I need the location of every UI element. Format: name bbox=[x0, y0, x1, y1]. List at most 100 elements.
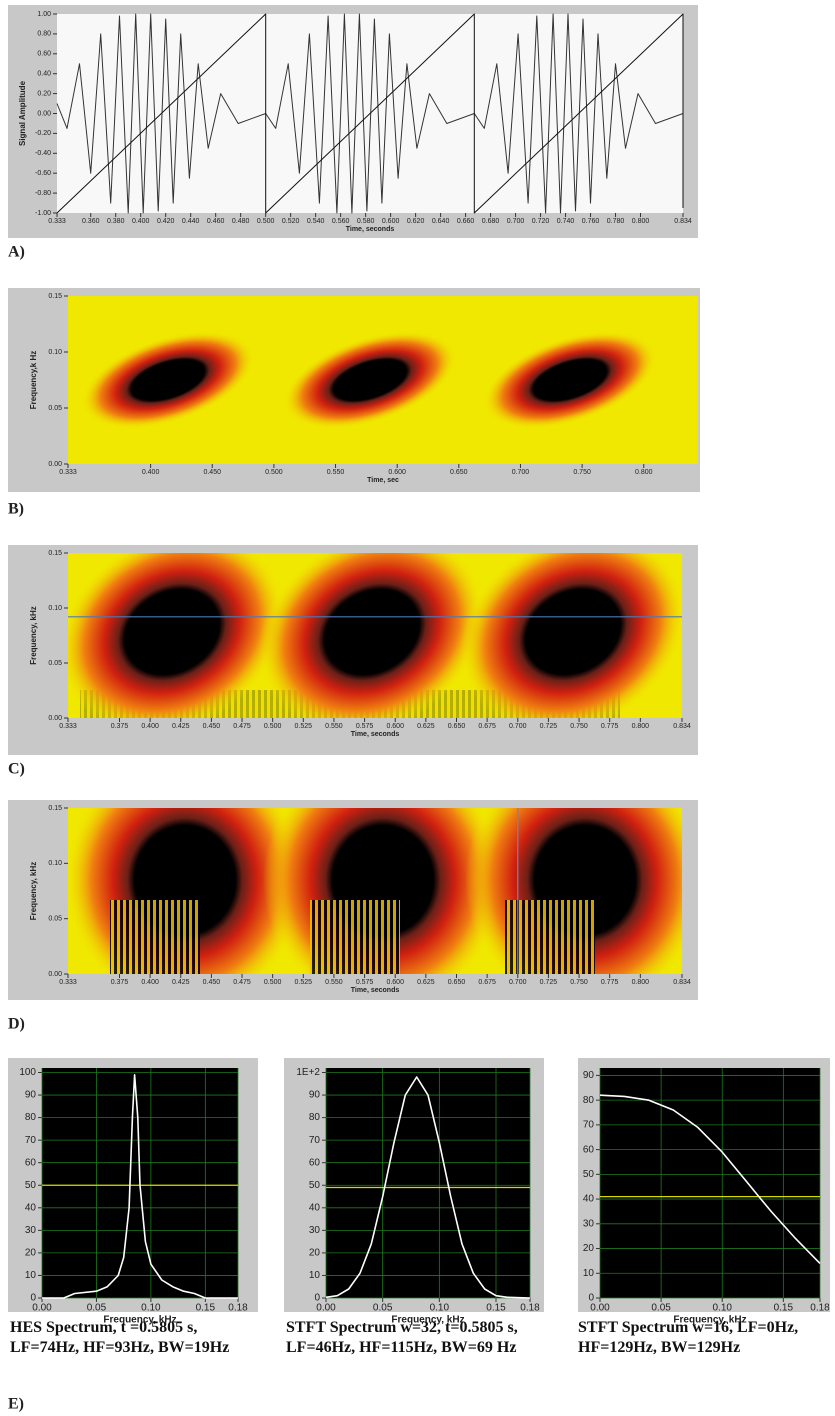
series-line bbox=[325, 1076, 531, 1299]
series-line bbox=[42, 1074, 238, 1299]
y-tick-label: 80 bbox=[309, 1112, 321, 1123]
x-tick-label: 0.525 bbox=[295, 723, 313, 730]
y-tick-label: 0.40 bbox=[37, 71, 51, 78]
y-tick-label: -0.40 bbox=[35, 150, 51, 157]
x-tick-label: 0.05 bbox=[87, 1303, 107, 1314]
x-tick-label: 0.650 bbox=[448, 723, 466, 730]
y-tick-label: 50 bbox=[583, 1169, 595, 1180]
y-tick-label: 70 bbox=[25, 1135, 37, 1146]
y-tick-label: 40 bbox=[25, 1202, 37, 1213]
y-tick-label: 60 bbox=[25, 1157, 37, 1168]
x-tick-label: 0.400 bbox=[132, 218, 150, 225]
caption: STFT Spectrum w=32, t=0.5805 s, LF=46Hz,… bbox=[286, 1319, 518, 1356]
y-tick-label: 0.10 bbox=[48, 605, 62, 612]
x-tick-label: 0.440 bbox=[182, 218, 200, 225]
x-tick-label: 0.00 bbox=[316, 1303, 336, 1314]
y-tick-label: 100 bbox=[19, 1067, 36, 1078]
panel-label: B) bbox=[8, 501, 24, 518]
y-tick-label: 10 bbox=[583, 1268, 595, 1279]
y-tick-label: -0.60 bbox=[35, 170, 51, 177]
x-tick-label: 0.400 bbox=[141, 979, 159, 986]
x-axis-label: Time, seconds bbox=[351, 731, 400, 738]
x-tick-label: 0.725 bbox=[540, 979, 558, 986]
x-tick-label: 0.520 bbox=[282, 218, 300, 225]
x-tick-label: 0.450 bbox=[203, 979, 221, 986]
x-tick-label: 0.800 bbox=[635, 469, 653, 476]
x-tick-label: 0.720 bbox=[532, 218, 550, 225]
x-tick-label: 0.15 bbox=[486, 1303, 506, 1314]
x-tick-label: 0.10 bbox=[141, 1303, 161, 1314]
x-tick-label: 0.475 bbox=[233, 979, 251, 986]
y-tick-label: 0.00 bbox=[48, 971, 62, 978]
x-tick-label: 0.15 bbox=[196, 1303, 216, 1314]
y-tick-label: 0.00 bbox=[48, 461, 62, 468]
x-tick-label: 0.625 bbox=[417, 723, 435, 730]
x-tick-label: 0.05 bbox=[373, 1303, 393, 1314]
x-tick-label: 0.750 bbox=[570, 723, 588, 730]
x-tick-label: 0.450 bbox=[203, 723, 221, 730]
x-tick-label: 0.575 bbox=[356, 979, 374, 986]
y-axis-label: Frequency, kHz bbox=[29, 862, 38, 921]
x-tick-label: 0.10 bbox=[712, 1303, 732, 1314]
y-tick-label: 90 bbox=[309, 1090, 321, 1101]
y-tick-label: 0.00 bbox=[37, 110, 51, 117]
x-tick-label: 0.675 bbox=[478, 979, 496, 986]
x-tick-label: 0.834 bbox=[673, 979, 691, 986]
y-tick-label: 1E+2 bbox=[296, 1067, 320, 1078]
x-tick-label: 0.550 bbox=[327, 469, 345, 476]
x-tick-label: 0.700 bbox=[512, 469, 530, 476]
x-tick-label: 0.400 bbox=[142, 469, 160, 476]
panel-label: E) bbox=[8, 1396, 24, 1413]
x-tick-label: 0.600 bbox=[386, 723, 404, 730]
x-tick-label: 0.775 bbox=[601, 723, 619, 730]
series-line bbox=[56, 13, 684, 214]
x-tick-label: 0.18 bbox=[520, 1303, 540, 1314]
x-tick-label: 0.425 bbox=[172, 723, 190, 730]
x-axis-label: Frequency, kHz bbox=[673, 1315, 746, 1326]
panel-label: D) bbox=[8, 1016, 25, 1033]
x-tick-label: 0.380 bbox=[107, 218, 125, 225]
x-tick-label: 0.700 bbox=[509, 979, 527, 986]
x-tick-label: 0.575 bbox=[356, 723, 374, 730]
y-tick-label: 0.15 bbox=[48, 550, 62, 557]
x-tick-label: 0.675 bbox=[478, 723, 496, 730]
y-tick-label: 10 bbox=[309, 1270, 321, 1281]
x-tick-label: 0.525 bbox=[295, 979, 313, 986]
y-tick-label: 0 bbox=[314, 1293, 320, 1304]
x-tick-label: 0.360 bbox=[82, 218, 100, 225]
x-axis-label: Frequency, kHz bbox=[391, 1315, 464, 1326]
x-tick-label: 0.18 bbox=[810, 1303, 830, 1314]
x-tick-label: 0.05 bbox=[651, 1303, 671, 1314]
panel-label: C) bbox=[8, 761, 25, 778]
y-tick-label: 60 bbox=[309, 1157, 321, 1168]
y-tick-label: 0.20 bbox=[37, 90, 51, 97]
x-tick-label: 0.550 bbox=[325, 979, 343, 986]
x-tick-label: 0.540 bbox=[307, 218, 325, 225]
x-tick-label: 0.00 bbox=[590, 1303, 610, 1314]
x-tick-label: 0.600 bbox=[382, 218, 400, 225]
x-axis-label: Time, seconds bbox=[351, 987, 400, 994]
y-axis-label: Frequency, kHz bbox=[29, 606, 38, 665]
series-line bbox=[599, 1094, 821, 1264]
series-line bbox=[56, 13, 684, 214]
y-tick-label: 50 bbox=[25, 1180, 37, 1191]
x-tick-label: 0.660 bbox=[457, 218, 475, 225]
y-tick-label: 70 bbox=[583, 1120, 595, 1131]
x-tick-label: 0.425 bbox=[172, 979, 190, 986]
x-tick-label: 0.10 bbox=[430, 1303, 450, 1314]
x-tick-label: 0.834 bbox=[674, 218, 692, 225]
y-tick-label: 0.10 bbox=[48, 349, 62, 356]
y-tick-label: 40 bbox=[583, 1194, 595, 1205]
x-tick-label: 0.333 bbox=[59, 469, 77, 476]
y-tick-label: 30 bbox=[583, 1218, 595, 1229]
x-tick-label: 0.760 bbox=[582, 218, 600, 225]
x-tick-label: 0.560 bbox=[332, 218, 350, 225]
x-tick-label: 0.650 bbox=[448, 979, 466, 986]
y-axis-label: Signal Amplitude bbox=[18, 80, 27, 146]
x-tick-label: 0.375 bbox=[111, 979, 129, 986]
x-tick-label: 0.550 bbox=[325, 723, 343, 730]
x-tick-label: 0.750 bbox=[573, 469, 591, 476]
x-axis-label: Time, sec bbox=[367, 477, 399, 484]
